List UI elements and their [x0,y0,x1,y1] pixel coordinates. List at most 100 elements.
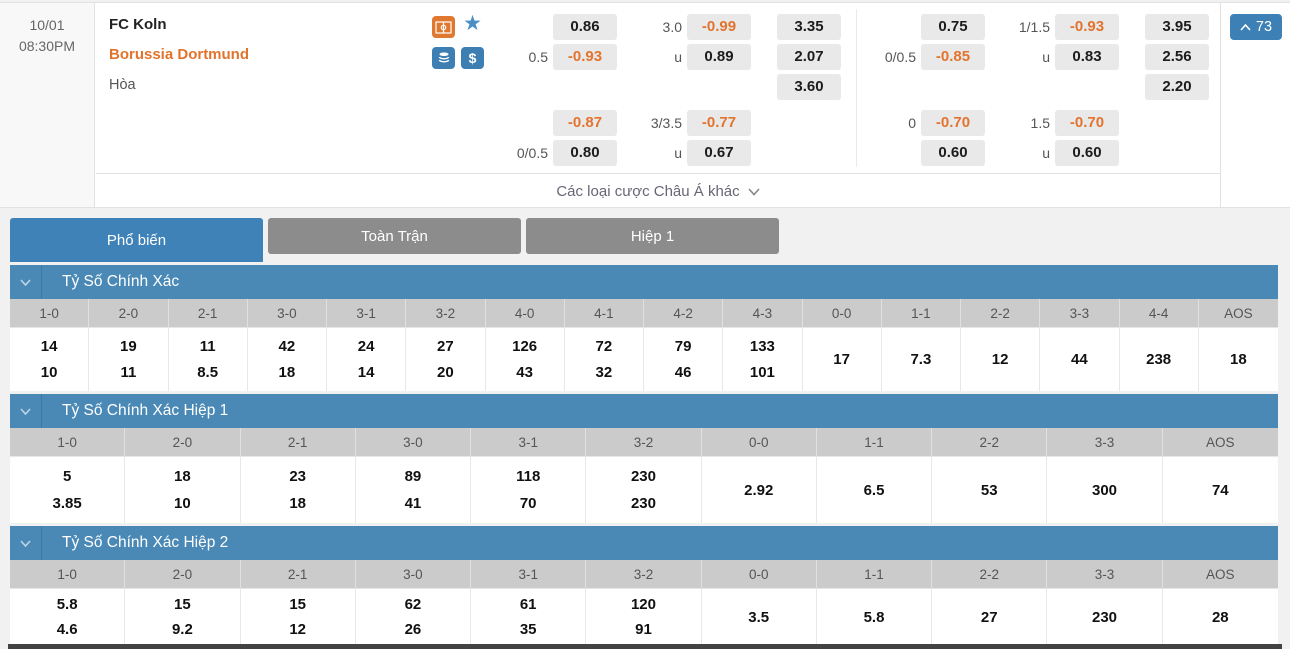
score-odds-cell[interactable]: 3.5 [702,589,817,645]
correct-score-half2-table: 1-0 5.8 4.6 2-0 15 9.2 2-1 15 12 3-0 62 26 3-1 61 35 3-… [10,560,1278,645]
away-team-name[interactable]: Borussia Dortmund [109,46,250,63]
score-odds-cell[interactable]: 19 11 [89,328,169,391]
teams-block: FC Koln Borussia Dortmund Hòa ★ $ [96,3,490,171]
hdp-line-label: 0.5 [528,49,548,65]
hdp-line-label: 0 [908,115,916,131]
hdp-odds-button[interactable]: 0.86 [553,14,617,40]
collapse-chevron-icon[interactable] [10,265,42,299]
score-odds-cell[interactable]: 62 26 [356,589,472,645]
tab-popular[interactable]: Phổ biến [10,218,263,262]
score-header-cell: 3-2 [406,299,486,328]
score-header-cell: 4-1 [564,299,644,328]
hdp-away-cell: 0.5 -0.93 [490,44,617,70]
score-odds-cell[interactable]: 28 [1211,608,1229,626]
away-win-odds-button[interactable]: 2.56 [1145,44,1209,70]
section-header-bar[interactable]: Tỷ Số Chính Xác Hiệp 2 [10,526,1278,560]
score-odds-cell[interactable]: 24 14 [327,328,407,391]
score-odds-cell[interactable]: 42 18 [248,328,327,391]
score-odds-cell[interactable]: 5.8 4.6 [10,589,126,645]
score-odds-cell[interactable]: 72 32 [565,328,644,391]
score-odds-cell[interactable]: 133 101 [723,328,803,391]
collapse-chevron-icon[interactable] [10,526,42,560]
match-datetime: 10/01 08:30PM [0,3,95,207]
over-odds-button[interactable]: -0.70 [1055,110,1119,136]
favorite-star-icon[interactable]: ★ [463,12,482,35]
score-odds-cell[interactable]: 230 230 [586,457,702,523]
score-odds-cell[interactable]: 17 [803,328,882,391]
home-win-odds-button[interactable]: 3.35 [777,14,841,40]
score-odds-cell[interactable]: 118 70 [471,457,587,523]
score-odds-cell[interactable]: 74 [1211,481,1229,499]
score-odds-cell[interactable]: 27 [932,589,1048,645]
score-odds-cell[interactable]: 230 [1047,589,1163,645]
score-odds-cell[interactable]: 2.92 [702,457,817,523]
score-odds-cell[interactable]: 61 35 [471,589,587,645]
pitch-icon[interactable] [432,16,455,38]
match-date: 10/01 [29,17,65,33]
bet-count-badge[interactable]: 73 [1230,14,1282,40]
hdp-odds-button[interactable]: -0.87 [553,110,617,136]
under-odds-button[interactable]: 0.83 [1055,44,1119,70]
draw-odds-button[interactable]: 3.60 [777,74,841,100]
section-header-bar[interactable]: Tỷ Số Chính Xác Hiệp 1 [10,394,1278,428]
tab-full-match[interactable]: Toàn Trận [268,218,521,254]
hdp-odds-button[interactable]: -0.85 [921,44,985,70]
score-odds-cell[interactable]: 126 43 [486,328,565,391]
tab-first-half[interactable]: Hiệp 1 [526,218,779,254]
under-odds-button[interactable]: 0.60 [1055,140,1119,166]
score-odds-cell[interactable]: 27 20 [406,328,486,391]
score-odds-cell[interactable]: 53 [932,457,1048,523]
score-odds-cell[interactable]: 15 9.2 [125,589,241,645]
score-odds-cell[interactable]: 5 3.85 [10,457,126,523]
score-odds-cell[interactable]: 18 [1230,351,1247,368]
over-odds-button[interactable]: -0.93 [1055,14,1119,40]
ou-line-label: 1/1.5 [1018,19,1050,35]
market-tabs: Phổ biến Toàn Trận Hiệp 1 [10,218,1278,264]
score-odds-cell[interactable]: 12 [961,328,1041,391]
hdp-odds-button[interactable]: -0.93 [553,44,617,70]
score-odds-cell[interactable]: 14 10 [10,328,90,391]
section-header-bar[interactable]: Tỷ Số Chính Xác [10,265,1278,299]
score-odds-cell[interactable]: 300 [1047,457,1163,523]
home-team-name[interactable]: FC Koln [109,16,167,33]
score-odds-cell[interactable]: 15 12 [241,589,356,645]
score-odds-cell[interactable]: 11 8.5 [169,328,248,391]
x12-draw-cell: 3.60 [777,74,841,100]
under-odds-button[interactable]: 0.89 [687,44,751,70]
score-odds-cell[interactable]: 79 46 [644,328,724,391]
sub-under-cell: u 0.67 [624,140,751,166]
collapse-chevron-icon[interactable] [10,394,42,428]
hdp-odds-button[interactable]: -0.70 [921,110,985,136]
home-win-odds-button[interactable]: 3.95 [1145,14,1209,40]
stats-icon[interactable] [432,47,455,69]
section-correct-score: Tỷ Số Chính Xác 1-0 14 10 2-0 19 11 2-1 11 8.5 3-… [10,265,1278,391]
section-title: Tỷ Số Chính Xác Hiệp 1 [62,402,229,419]
bet-count-value: 73 [1255,19,1273,35]
more-asian-bets-link[interactable]: Các loại cược Châu Á khác [96,173,1220,209]
score-odds-cell[interactable]: 18 10 [125,457,241,523]
score-header-cell: 4-4 [1119,299,1199,328]
draw-odds-button[interactable]: 2.20 [1145,74,1209,100]
score-odds-cell[interactable]: 120 91 [586,589,702,645]
under-odds-button[interactable]: 0.67 [687,140,751,166]
score-odds-cell[interactable]: 238 [1120,328,1199,391]
section-correct-score-half2: Tỷ Số Chính Xác Hiệp 2 1-0 5.8 4.6 2-0 15 9.2… [10,526,1278,645]
hdp-odds-button[interactable]: 0.80 [553,140,617,166]
over-odds-button[interactable]: -0.99 [687,14,751,40]
score-odds-cell[interactable]: 23 18 [241,457,356,523]
x12-draw-cell: 2.20 [1145,74,1209,100]
score-odds-cell[interactable]: 44 [1040,328,1120,391]
hdp-odds-button[interactable]: 0.75 [921,14,985,40]
score-header-cell: AOS [1162,428,1278,457]
score-odds-cell[interactable]: 89 41 [356,457,472,523]
over-odds-button[interactable]: -0.77 [687,110,751,136]
score-odds-cell[interactable]: 5.8 [817,589,933,645]
away-win-odds-button[interactable]: 2.07 [777,44,841,70]
score-header-cell: 1-1 [881,299,961,328]
score-odds-cell[interactable]: 6.5 [817,457,933,523]
hdp-odds-button[interactable]: 0.60 [921,140,985,166]
x12-home-cell: 3.35 [777,14,841,40]
dollar-icon[interactable]: $ [461,47,484,69]
score-odds-cell[interactable]: 7.3 [882,328,961,391]
